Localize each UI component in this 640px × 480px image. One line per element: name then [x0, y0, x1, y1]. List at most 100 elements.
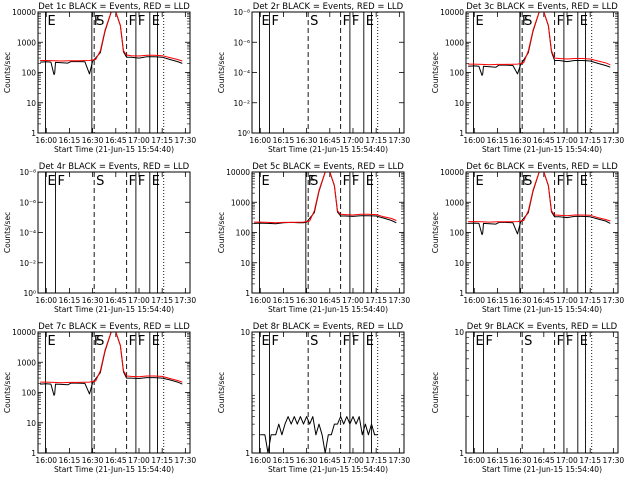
- panel-title: Det 7c BLACK = Events, RED = LLD: [38, 322, 190, 332]
- y-axis-label: Counts/sec: [3, 52, 12, 93]
- y-tick-label: 10000: [440, 8, 464, 17]
- plot-frame: [251, 331, 405, 454]
- y-tick-label: 1000: [17, 358, 36, 367]
- x-tick-label: 17:00: [556, 136, 578, 145]
- y-tick-label: 1: [459, 289, 464, 298]
- x-tick-label: 16:45: [105, 296, 127, 305]
- event-marker-letter: S: [524, 334, 532, 349]
- x-tick-label: 17:15: [151, 296, 173, 305]
- detector-panel: Det 1c BLACK = Events, RED = LLD 1 10 100 10…: [3, 2, 196, 154]
- x-tick-label: 16:15: [487, 296, 509, 305]
- y-axis-label: Counts/sec: [217, 372, 226, 413]
- event-marker-letter: F: [557, 14, 564, 29]
- plot-frame: [465, 331, 619, 454]
- x-axis-label: Start Time (21-Jun-15 15:54:40): [268, 465, 388, 474]
- event-marker-letter: F: [129, 14, 136, 29]
- series-LLD: [40, 12, 183, 62]
- x-axis-label: Start Time (21-Jun-15 15:54:40): [54, 305, 174, 314]
- x-tick-label: 16:15: [487, 456, 509, 465]
- series-LLD: [468, 172, 611, 223]
- detector-panel: Det 8r BLACK = Events, RED = LLD 1 10 16:00…: [217, 322, 410, 474]
- x-tick-label: 16:15: [59, 296, 81, 305]
- series-events: [260, 416, 378, 453]
- y-tick-label: 10: [240, 259, 250, 268]
- x-tick-label: 17:30: [603, 136, 625, 145]
- y-tick-label: 10: [454, 99, 464, 108]
- event-marker-letter: F: [138, 174, 145, 189]
- x-tick-label: 16:30: [82, 136, 104, 145]
- event-marker-letter: F: [566, 334, 573, 349]
- y-tick-label: 1: [245, 289, 250, 298]
- x-tick-label: 16:00: [249, 456, 271, 465]
- y-tick-label: 10⁻⁶: [19, 198, 36, 207]
- x-tick-label: 16:45: [533, 296, 555, 305]
- x-tick-label: 16:30: [510, 296, 532, 305]
- y-tick-label: 10: [454, 259, 464, 268]
- event-marker-letter: F: [566, 14, 573, 29]
- panel-title: Det 5c BLACK = Events, RED = LLD: [252, 162, 404, 172]
- y-tick-label: 10⁻⁴: [233, 69, 250, 78]
- event-marker-letter: E: [47, 14, 55, 29]
- y-tick-label: 10: [26, 99, 36, 108]
- event-marker-letter: S: [310, 174, 318, 189]
- x-tick-label: 16:00: [463, 136, 485, 145]
- y-axis-label: Counts/sec: [217, 212, 226, 253]
- y-tick-label: 100: [450, 69, 465, 78]
- plot-frame: [37, 171, 191, 294]
- event-marker-letter: F: [352, 174, 359, 189]
- event-marker-letter: E: [261, 14, 269, 29]
- series-events: [254, 172, 397, 225]
- event-marker-letter: F: [343, 14, 350, 29]
- x-tick-label: 16:30: [296, 136, 318, 145]
- y-tick-label: 1000: [231, 198, 250, 207]
- event-marker-letter: E: [152, 174, 160, 189]
- plot-frame: [465, 171, 619, 294]
- event-marker-letter: F: [58, 174, 65, 189]
- x-tick-label: 16:00: [35, 296, 57, 305]
- x-tick-label: 17:15: [151, 136, 173, 145]
- x-tick-label: 16:30: [296, 296, 318, 305]
- y-tick-label: 1000: [17, 38, 36, 47]
- x-axis-label: Start Time (21-Jun-15 15:54:40): [268, 145, 388, 154]
- event-marker-letter: F: [352, 14, 359, 29]
- series-events: [468, 12, 611, 76]
- event-marker-letter: E: [366, 14, 374, 29]
- event-marker-letter: F: [557, 334, 564, 349]
- series-LLD: [254, 172, 397, 224]
- event-marker-letter: F: [522, 174, 529, 189]
- x-axis-label: Start Time (21-Jun-15 15:54:40): [54, 465, 174, 474]
- event-marker-letter: E: [580, 174, 588, 189]
- y-axis-label: Counts/sec: [431, 372, 440, 413]
- x-tick-label: 16:45: [319, 296, 341, 305]
- y-axis-label: Counts/sec: [3, 212, 12, 253]
- event-marker-letter: F: [129, 334, 136, 349]
- y-axis-label: Counts/sec: [3, 372, 12, 413]
- event-marker-letter: F: [138, 334, 145, 349]
- x-tick-label: 17:15: [151, 456, 173, 465]
- detector-panel: Det 5c BLACK = Events, RED = LLD 1 10 100 10…: [217, 162, 410, 314]
- y-tick-label: 10⁻⁴: [19, 229, 36, 238]
- detector-panel: Det 3c BLACK = Events, RED = LLD 1 10 100 10…: [431, 2, 624, 154]
- event-marker-letter: F: [566, 174, 573, 189]
- x-tick-label: 16:30: [82, 296, 104, 305]
- x-axis-label: Start Time (21-Jun-15 15:54:40): [482, 465, 602, 474]
- event-marker-letter: F: [94, 334, 101, 349]
- event-marker-letter: S: [310, 334, 318, 349]
- event-marker-letter: S: [524, 174, 532, 189]
- panel-title: Det 3c BLACK = Events, RED = LLD: [466, 2, 618, 12]
- event-marker-letter: S: [96, 14, 104, 29]
- event-marker-letter: F: [343, 334, 350, 349]
- x-tick-label: 17:00: [342, 296, 364, 305]
- series-events: [40, 12, 183, 76]
- x-tick-label: 17:15: [365, 136, 387, 145]
- y-tick-label: 1000: [445, 38, 464, 47]
- series-LLD: [40, 332, 183, 384]
- y-tick-label: 1: [245, 449, 250, 458]
- x-tick-label: 16:45: [105, 136, 127, 145]
- event-marker-letter: S: [96, 334, 104, 349]
- plot-frame: [251, 11, 405, 134]
- event-marker-letter: E: [47, 334, 55, 349]
- y-tick-label: 1: [31, 129, 36, 138]
- event-marker-letter: F: [129, 174, 136, 189]
